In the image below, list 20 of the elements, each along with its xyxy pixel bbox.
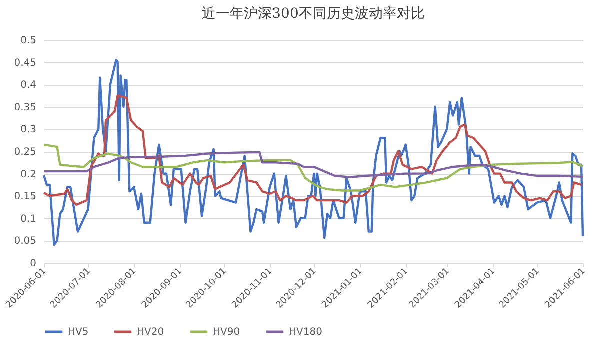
y-tick-label: 0: [30, 258, 36, 270]
y-tick-label: 0.1: [20, 214, 36, 225]
y-tick-label: 0.05: [14, 236, 36, 248]
y-tick-label: 0.25: [14, 147, 36, 158]
y-tick-label: 0.4: [20, 80, 36, 92]
line-series: [42, 151, 584, 178]
y-tick-label: 0.35: [14, 102, 36, 114]
y-tick-label: 0.45: [14, 58, 36, 69]
line-series: [42, 144, 584, 192]
line-series: [42, 58, 584, 246]
legend-label: HV5: [68, 327, 89, 338]
legend-label: HV180: [289, 327, 322, 338]
chart-title: 近一年沪深300不同历史波动率对比: [202, 6, 425, 22]
y-tick-label: 0.2: [20, 169, 36, 180]
line-series: [42, 94, 583, 206]
y-tick-label: 0.15: [14, 192, 36, 203]
legend-label: HV90: [213, 327, 240, 338]
y-tick-label: 0.3: [20, 124, 36, 136]
y-tick-label: 0.5: [20, 36, 36, 46]
legend-label: HV20: [137, 327, 164, 338]
